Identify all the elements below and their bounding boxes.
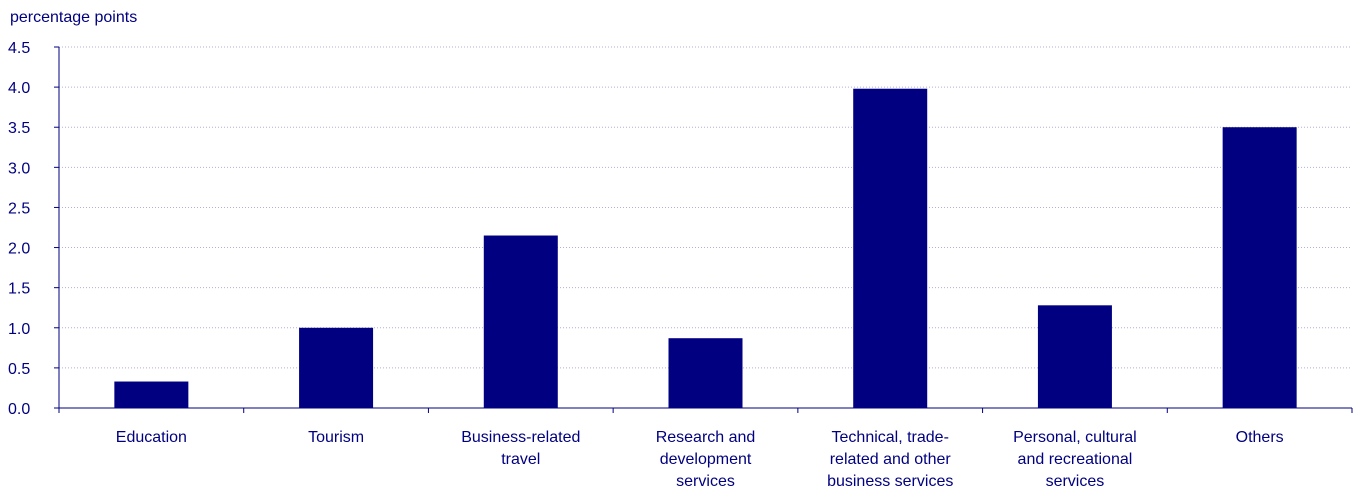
bars (114, 88, 1297, 409)
y-tick-label: 0.0 (8, 401, 30, 418)
y-tick-label: 2.5 (8, 200, 30, 217)
x-tick-label: Others (1236, 429, 1284, 446)
x-tick-labels: Education Tourism Business-related travel Re… (116, 429, 1284, 490)
y-tick-label: 4.0 (8, 80, 30, 97)
y-tick-label: 4.5 (8, 40, 30, 57)
x-tick-label: Research and development services (656, 429, 756, 490)
axes (54, 46, 1353, 413)
bar (114, 381, 189, 408)
y-tick-label: 3.0 (8, 160, 30, 177)
bar (853, 88, 928, 409)
y-tick-label: 1.5 (8, 281, 30, 298)
y-tick-label: 0.5 (8, 361, 30, 378)
x-tick-label: Education (116, 429, 187, 446)
y-tick-label: 1.0 (8, 321, 30, 338)
x-tick-label: Personal, cultural and recreational servic… (1013, 429, 1137, 490)
y-tick-label: 3.5 (8, 120, 30, 137)
bar (668, 338, 743, 408)
x-tick-label: Business-related travel (461, 429, 580, 468)
y-tick-label: 2.0 (8, 241, 30, 258)
bar (299, 327, 374, 408)
y-axis-label: percentage points (10, 9, 137, 26)
bar (1037, 305, 1112, 408)
gridlines (59, 46, 1352, 369)
bar (1222, 127, 1297, 408)
bar (483, 235, 558, 408)
x-tick-label: Technical, trade-related and other busine… (827, 429, 953, 490)
y-tick-labels: 0.0 0.5 1.0 1.5 2.0 2.5 3.0 3.5 4.0 4.5 (8, 40, 30, 418)
x-tick-label: Tourism (308, 429, 364, 446)
